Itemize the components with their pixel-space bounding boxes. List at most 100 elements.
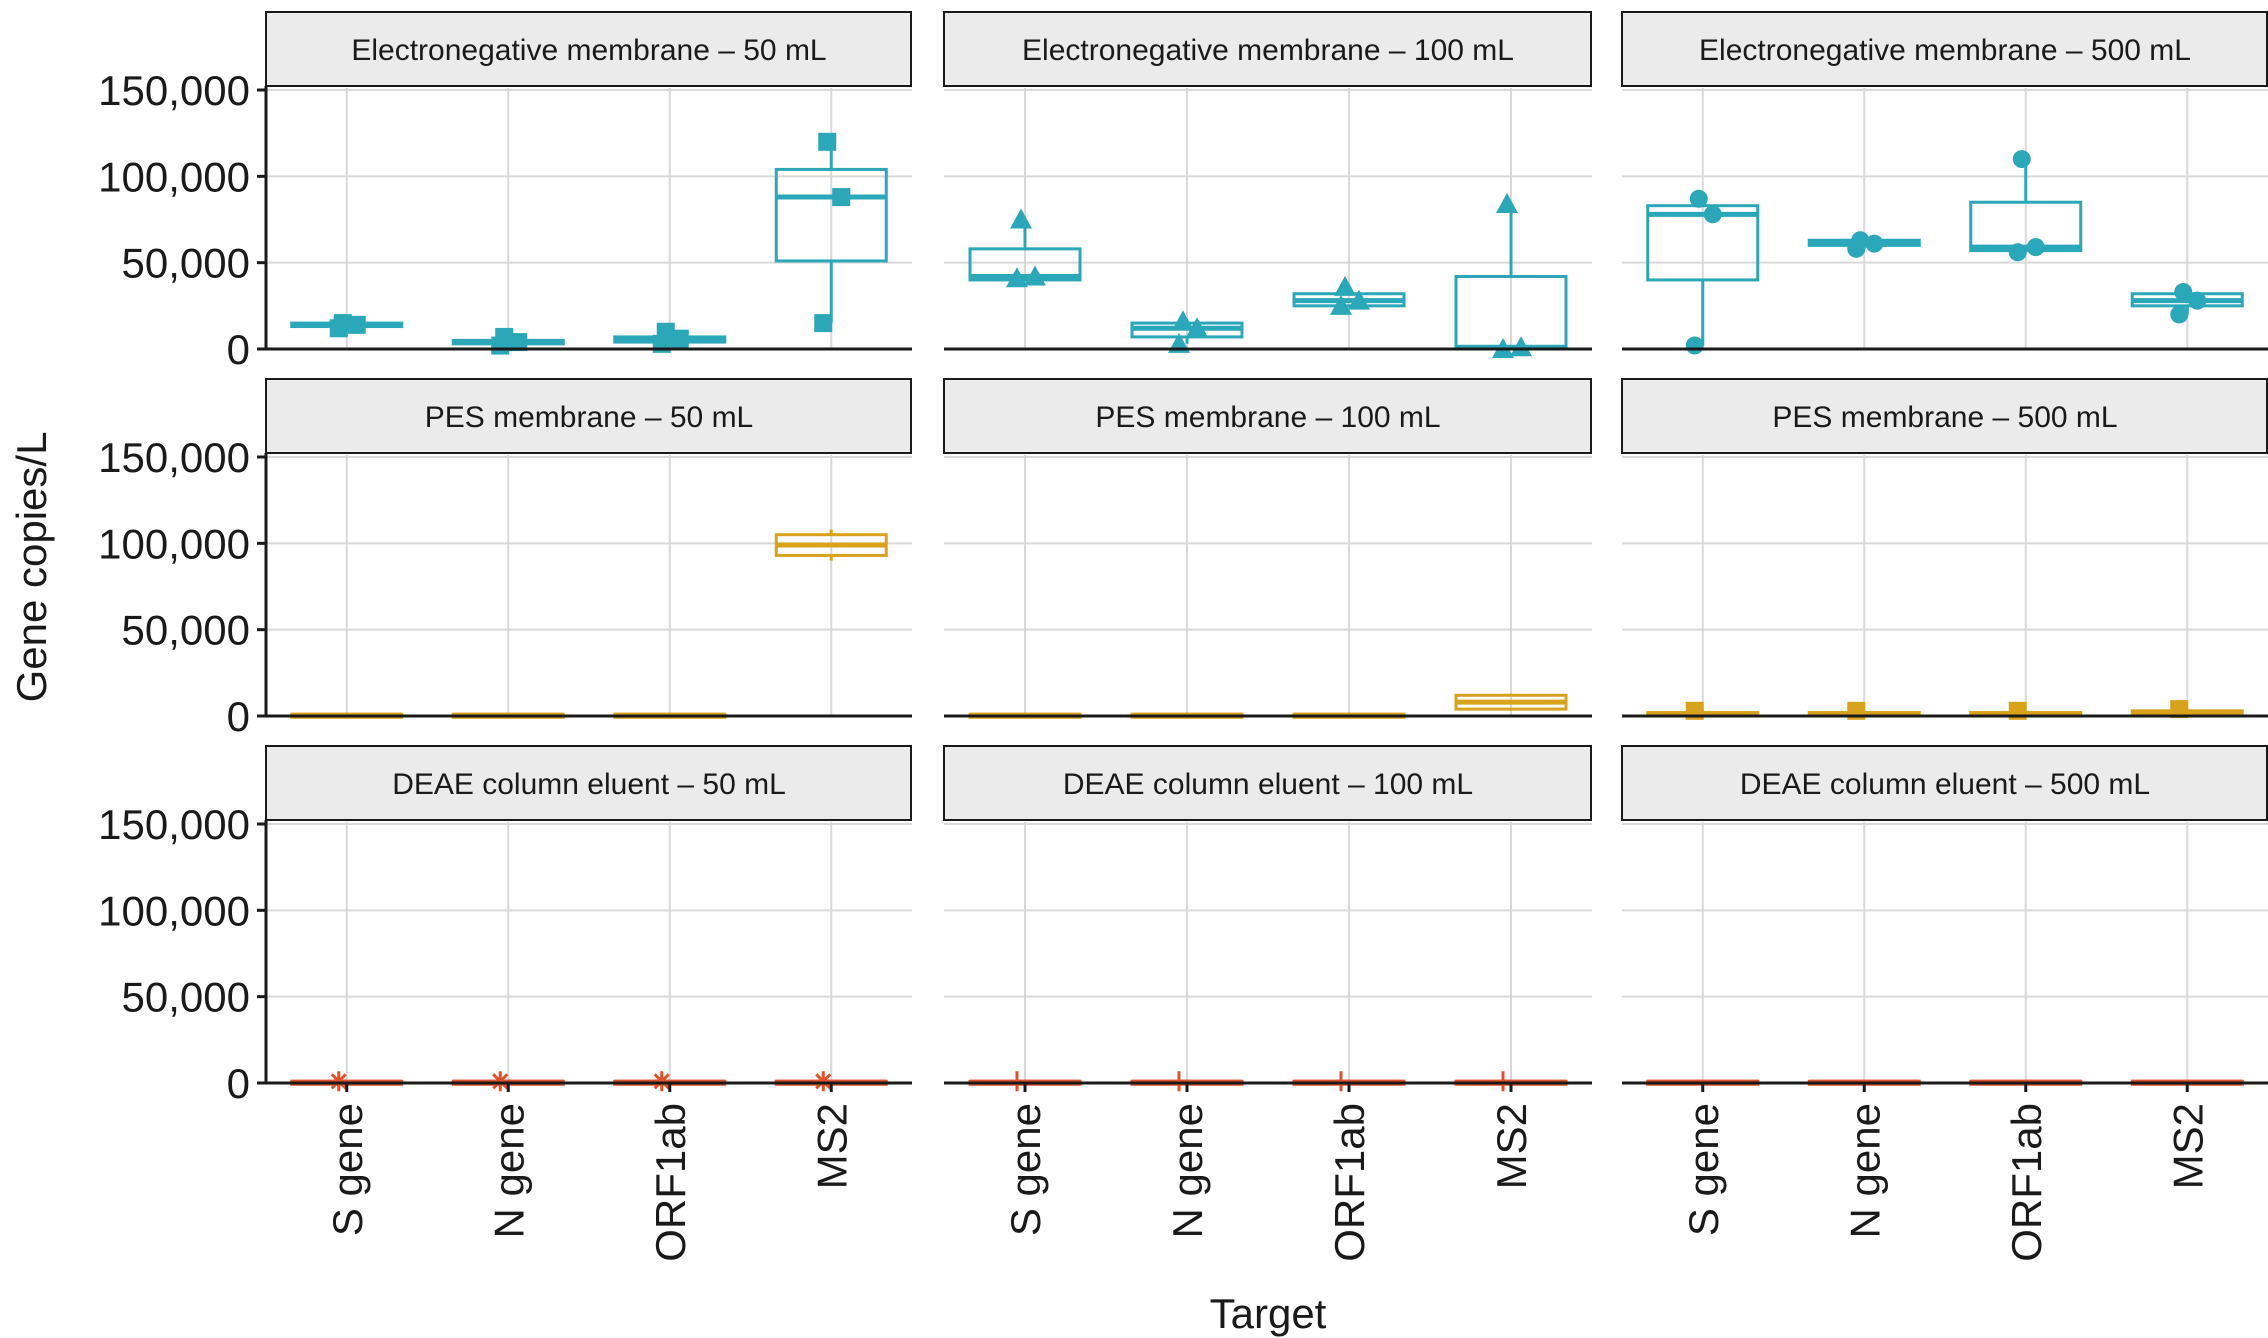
facet-panel: DEAE column eluent – 100 mL S gene N gene O…: [943, 745, 1592, 1262]
y-tick-label: 0: [227, 693, 250, 740]
box-orf1ab: [1292, 275, 1406, 315]
x-tick-label: N gene: [1841, 1103, 1888, 1238]
x-tick-label: N gene: [485, 1103, 532, 1238]
data-point: [1510, 336, 1532, 357]
box-ms2: [1454, 192, 1568, 358]
box-iqr: [968, 247, 1082, 282]
data-point: [813, 1071, 834, 1092]
x-tick-label: ORF1ab: [2003, 1103, 2050, 1262]
facet-strip-label: DEAE column eluent – 50 mL: [392, 768, 786, 801]
data-point: [347, 315, 366, 334]
data-point: [1348, 289, 1370, 310]
facet-strip: [943, 11, 1592, 87]
facet-strip-label: Electronegative membrane – 50 mL: [351, 34, 826, 67]
data-point: [1851, 231, 1870, 250]
data-point: [509, 333, 528, 352]
x-tick-label: MS2: [1488, 1103, 1535, 1189]
data-point: [814, 314, 833, 333]
y-tick-label: 50,000: [122, 240, 250, 287]
data-point: [2174, 283, 2193, 302]
data-point: [1172, 310, 1194, 331]
y-tick-label: 100,000: [98, 153, 250, 200]
box-ms2: [774, 132, 888, 333]
facet-strip: [1621, 378, 2268, 454]
facet-strip: [265, 11, 912, 87]
data-point: [2188, 291, 2207, 310]
data-point: [1006, 267, 1028, 288]
box-orf1ab: [1969, 150, 2083, 262]
facet-strip: [1621, 745, 2268, 821]
box-n-gene: [1807, 231, 1921, 258]
data-point: [2170, 700, 2189, 719]
facet-panel: Electronegative membrane – 100 mL: [943, 11, 1592, 358]
data-point: [490, 1071, 511, 1092]
data-point: [328, 1071, 349, 1092]
data-point: [670, 329, 689, 348]
facet-strip-label: Electronegative membrane – 100 mL: [1022, 34, 1514, 67]
facet-panel: Electronegative membrane – 500 mL: [1621, 11, 2268, 355]
y-tick-label: 0: [227, 1060, 250, 1107]
box-ms2: [1454, 693, 1568, 711]
facet-strip-label: PES membrane – 100 mL: [1095, 401, 1440, 434]
panels-layer: Electronegative membrane – 50 mL 0 50,000 1…: [98, 11, 2268, 1262]
box-s-gene: [968, 208, 1082, 288]
facet-strip: [1621, 11, 2268, 87]
y-tick-label: 100,000: [98, 887, 250, 934]
data-point: [832, 188, 851, 207]
y-tick-label: 50,000: [122, 607, 250, 654]
data-point: [2012, 150, 2031, 169]
data-point: [495, 327, 514, 346]
facet-panel: PES membrane – 100 mL: [943, 378, 1592, 719]
data-point: [651, 1071, 672, 1092]
box-ms2: [2130, 283, 2244, 324]
y-tick-label: 150,000: [98, 67, 250, 114]
facet-strip-label: PES membrane – 50 mL: [425, 401, 754, 434]
facet-strip-label: PES membrane – 500 mL: [1772, 401, 2117, 434]
data-point: [1186, 317, 1208, 338]
data-point: [333, 314, 352, 333]
facet-strip-label: DEAE column eluent – 100 mL: [1063, 768, 1473, 801]
facet-strip: [943, 378, 1592, 454]
box-n-gene: [451, 327, 565, 355]
facet-strip: [265, 378, 912, 454]
x-tick-label: S gene: [324, 1103, 371, 1236]
facet-strip: [265, 745, 912, 821]
box-s-gene: [290, 314, 404, 338]
data-point: [656, 322, 675, 341]
data-point: [1689, 189, 1708, 208]
data-point: [2008, 243, 2027, 262]
data-point: [1334, 275, 1356, 296]
box-iqr: [774, 167, 888, 263]
facet-panel: Electronegative membrane – 50 mL 0 50,000 1…: [98, 11, 912, 373]
data-point: [1496, 192, 1518, 213]
data-point: [1010, 208, 1032, 229]
data-point: [818, 132, 837, 151]
y-tick-label: 0: [227, 326, 250, 373]
data-point: [1703, 205, 1722, 224]
y-tick-label: 150,000: [98, 801, 250, 848]
data-point: [1330, 294, 1352, 315]
data-point: [2170, 305, 2189, 324]
x-tick-label: MS2: [808, 1103, 855, 1189]
data-point: [1685, 336, 1704, 355]
x-tick-label: N gene: [1164, 1103, 1211, 1238]
y-axis-title: Gene copies/L: [8, 432, 55, 703]
x-tick-label: ORF1ab: [1326, 1103, 1373, 1262]
facet-panel: PES membrane – 500 mL: [1621, 378, 2268, 720]
facet-panel: PES membrane – 50 mL 0 50,000 100,000 150,00…: [98, 378, 912, 740]
y-tick-label: 150,000: [98, 434, 250, 481]
box-ms2: [774, 529, 888, 561]
x-tick-label: S gene: [1002, 1103, 1049, 1236]
facet-strip-label: Electronegative membrane – 500 mL: [1699, 34, 2191, 67]
x-tick-label: MS2: [2164, 1103, 2211, 1189]
data-point: [1333, 1071, 1349, 1092]
facet-strip-label: DEAE column eluent – 500 mL: [1740, 768, 2150, 801]
data-point: [1171, 1071, 1187, 1092]
data-point: [1024, 265, 1046, 286]
y-tick-label: 100,000: [98, 520, 250, 567]
data-point: [1865, 234, 1884, 253]
facet-panel: DEAE column eluent – 50 mL 0 50,000 100,000…: [98, 745, 912, 1262]
data-point: [1495, 1071, 1511, 1092]
x-axis-title: Target: [1210, 1290, 1327, 1337]
